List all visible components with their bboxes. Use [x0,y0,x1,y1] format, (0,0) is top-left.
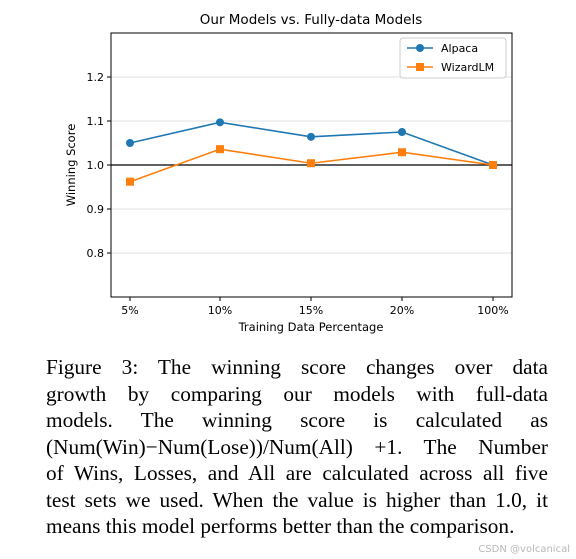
alpaca-series-line [129,121,494,166]
wizardlm-point [398,148,406,157]
wizardlm-point [307,159,315,168]
alpaca-point [216,118,224,127]
x-tick-label: 15% [299,304,323,317]
legend-alpaca-label: Alpaca [441,42,478,55]
chart-title: Our Models vs. Fully-data Models [200,12,422,28]
watermark: CSDN @volcanical [478,544,570,555]
x-axis: 5% 10% 15% 20% 100% [121,297,509,317]
y-tick-label: 1.1 [87,115,105,128]
y-axis-label: Winning Score [64,124,78,207]
caption-line: (Num(Win)−Num(Lose))/Num(All) +1. The Nu… [46,434,548,459]
legend-wizardlm-marker [416,63,424,71]
y-tick-label: 0.8 [87,247,105,260]
series-layer [126,118,497,186]
y-tick-label: 1.0 [87,159,105,172]
wizardlm-point [216,145,224,154]
caption-line: Figure 3: The winning score changes over… [46,355,548,379]
y-tick-label: 0.9 [87,203,105,216]
line-chart: Our Models vs. Fully-data Models 0.8 0.9 1… [64,12,513,334]
x-tick-label: 10% [208,304,232,317]
x-tick-label: 20% [390,304,414,317]
wizardlm-point [126,177,134,186]
caption-line: growth by comparing our models with full… [46,381,548,406]
wizardlm-point [489,161,497,169]
caption-line: of Wins, Losses, and All are calculated … [46,461,548,485]
legend-wizardlm-label: WizardLM [441,61,494,74]
alpaca-point [307,132,315,141]
legend-alpaca-marker [416,44,424,52]
y-axis: 0.8 0.9 1.0 1.1 1.2 [87,71,111,260]
legend: Alpaca WizardLM [399,37,507,79]
caption-line: means this model performs better than th… [46,514,515,538]
caption-line: test sets we used. When the value is hig… [46,487,548,512]
y-tick-label: 1.2 [87,71,105,84]
figure-caption: Figure 3: The winning score changes over… [46,354,548,540]
x-axis-label: Training Data Percentage [238,320,384,334]
caption-line: models. The winning score is calculated … [46,408,548,432]
x-tick-label: 5% [121,304,138,317]
alpaca-point [398,128,406,136]
x-tick-label: 100% [477,304,508,317]
alpaca-point [126,139,134,147]
